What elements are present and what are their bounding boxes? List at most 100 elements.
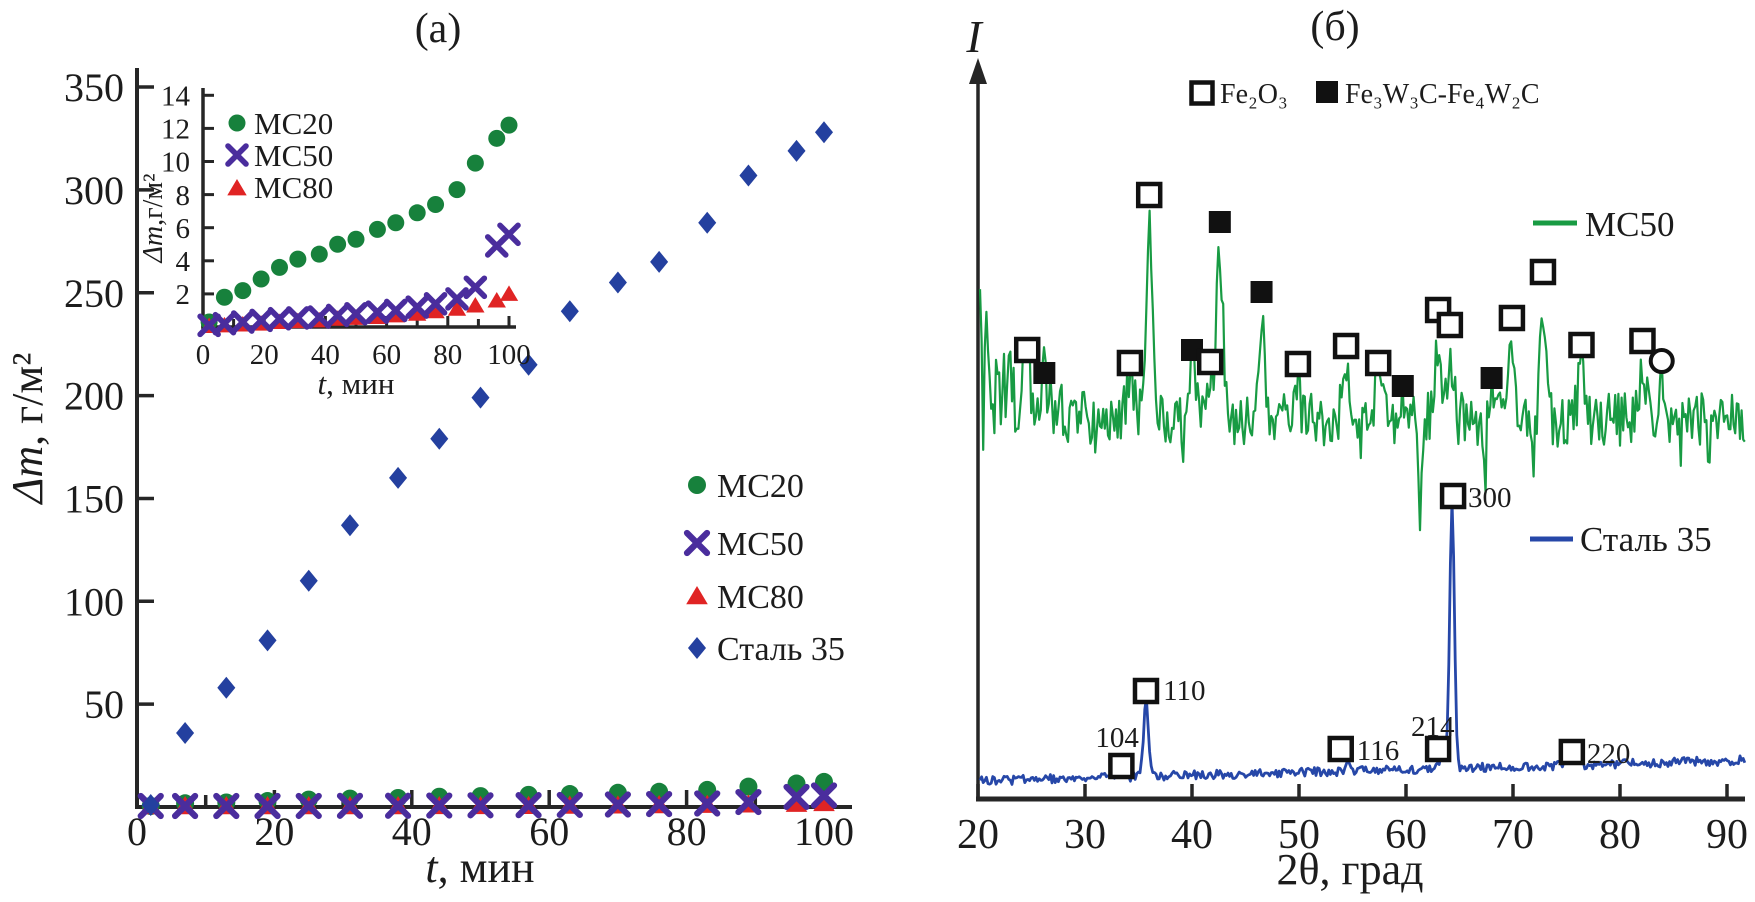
panel-a-data-point-mc20 xyxy=(815,772,833,791)
panel-b-x-tick-label: 40 xyxy=(1171,812,1213,858)
panel-a-data-point-mc80 xyxy=(813,792,835,812)
peak-marker-open-square xyxy=(1364,349,1392,377)
panel-a-y-tick-label: 150 xyxy=(64,476,124,521)
peak-marker-open-square xyxy=(1498,304,1526,332)
panel-b-x-tick-label: 90 xyxy=(1706,812,1748,858)
inset-y-axis-label: Δm,г/м² xyxy=(138,173,169,263)
panel-a-data-point-сталь35 xyxy=(176,721,195,744)
panel-b-y-axis-label: I xyxy=(965,11,984,62)
panel-a-x-tick-label: 80 xyxy=(667,809,707,854)
inset-data-point-mc20 xyxy=(427,196,445,214)
inset-data-point-mc20 xyxy=(347,230,365,248)
inset-data-point-mc20 xyxy=(215,288,233,306)
panel-a-y-tick-label: 300 xyxy=(64,168,124,213)
peak-label-116: 116 xyxy=(1357,735,1399,767)
panel-a-data-point-сталь35 xyxy=(299,569,318,592)
inset-data-point-mc50 xyxy=(445,287,469,311)
inset-data-point-mc80 xyxy=(426,302,445,319)
inset-legend-marker-mc20 xyxy=(228,114,246,132)
inset-data-point-mc20 xyxy=(500,116,518,134)
panel-a-data-point-сталь35 xyxy=(471,386,490,409)
peak-label-110: 110 xyxy=(1163,675,1205,707)
inset-data-point-mc50 xyxy=(463,275,488,300)
panel-a-y-tick-label: 100 xyxy=(64,579,124,624)
panel-a-data-point-сталь35 xyxy=(787,139,806,162)
inset-data-point-mc20 xyxy=(408,204,426,222)
panel-a-data-point-сталь35 xyxy=(141,793,160,816)
inset-x-axis-label: t, мин xyxy=(318,366,395,401)
inset-data-point-mc50 xyxy=(249,308,273,333)
inset-data-point-mc50 xyxy=(212,311,237,336)
peak-label-220: 220 xyxy=(1587,738,1631,770)
peak-marker-open-square xyxy=(1013,336,1041,364)
panel-a-data-point-mc50 xyxy=(171,792,199,820)
inset-y-tick-label: 2 xyxy=(176,279,191,311)
panel-a-x-tick-label: 0 xyxy=(127,809,147,854)
panel-b-x-tick-label: 20 xyxy=(957,812,999,858)
inset-data-point-mc50 xyxy=(230,310,255,334)
panel-a-data-point-mc50 xyxy=(295,792,322,820)
inset-data-point-mc80 xyxy=(487,292,506,308)
peak-marker-filled-square xyxy=(1208,211,1231,233)
inset-data-point-mc50 xyxy=(497,222,521,247)
inset-data-point-mc20 xyxy=(271,258,288,276)
peak-marker-open-square xyxy=(1568,331,1595,359)
panel-a-data-point-сталь35 xyxy=(560,300,579,323)
trace-legend-label-mc50: MC50 xyxy=(1585,205,1674,244)
inset-data-point-mc20 xyxy=(387,214,405,232)
panel-a-y-axis-label-italic: Δm xyxy=(3,446,52,506)
peak-marker-open-square xyxy=(1629,327,1656,355)
panel-a-data-point-сталь35 xyxy=(698,211,717,234)
panel-b-x-tick-label: 60 xyxy=(1385,812,1427,858)
xrd-trace-mc50 xyxy=(978,209,1746,532)
panel-a-y-tick-label: 50 xyxy=(84,682,124,727)
inset-data-point-mc20 xyxy=(252,270,270,288)
inset-x-tick-label: 40 xyxy=(311,339,340,371)
panel-a-data-point-mc20 xyxy=(698,780,717,799)
legend-label-steel35: Сталь 35 xyxy=(717,631,845,668)
panel-b-title: (б) xyxy=(1310,4,1359,50)
peak-marker-open-square-116 xyxy=(1327,735,1354,763)
phase-legend-filled-square-icon xyxy=(1316,81,1338,103)
panel-a-data-point-mc50 xyxy=(467,792,494,819)
phase-legend-label-fe3w3c: Fe₃W₃C-Fe₄W₂C xyxy=(1345,79,1540,110)
inset-data-point-mc80 xyxy=(466,296,485,313)
panel-a-data-point-сталь35 xyxy=(340,514,359,537)
panel-a-data-point-mc50 xyxy=(515,792,542,819)
panel-a-data-point-сталь35 xyxy=(650,250,669,273)
xrd-trace-steel35 xyxy=(978,499,1747,786)
panel-b-x-tick-label: 30 xyxy=(1064,812,1106,858)
inset-data-point-mc80 xyxy=(447,300,467,316)
inset-y-tick-label: 10 xyxy=(161,147,190,179)
inset-data-point-mc20 xyxy=(289,250,307,268)
inset-legend-label-mc80: MC80 xyxy=(254,170,333,205)
peak-marker-filled-square xyxy=(1250,281,1273,303)
inset-y-tick-label: 12 xyxy=(161,114,190,146)
inset-x-tick-label: 80 xyxy=(433,339,462,371)
inset-x-tick-label: 100 xyxy=(487,339,531,371)
panel-a-data-point-mc50 xyxy=(556,791,583,819)
panel-a-data-point-mc50 xyxy=(604,791,631,818)
peak-marker-open-square xyxy=(1284,350,1312,378)
inset-data-point-mc50 xyxy=(307,305,332,329)
panel-a-data-point-mc50 xyxy=(336,792,364,819)
panel-a-data-point-сталь35 xyxy=(814,121,834,144)
inset-data-point-mc20 xyxy=(466,154,484,172)
panel-a-x-tick-label: 100 xyxy=(794,809,854,854)
inset-data-point-mc20 xyxy=(234,282,252,300)
inset-data-point-mc20 xyxy=(448,181,466,199)
panel-a-data-point-mc50 xyxy=(694,790,721,817)
panel-a-y-axis-label-rest: , г/м² xyxy=(3,353,52,446)
inset-y-tick-label: 14 xyxy=(161,80,191,112)
legend-label-mc80: MC80 xyxy=(717,579,804,616)
inset-x-tick-label: 60 xyxy=(372,339,401,371)
inset-legend-label-mc20: MC20 xyxy=(254,106,333,141)
panel-a-y-tick-label: 250 xyxy=(64,271,124,316)
inset-data-point-mc50 xyxy=(383,298,408,323)
panel-b-x-tick-label: 50 xyxy=(1278,812,1320,858)
panel-a-y-tick-label: 350 xyxy=(64,65,124,110)
panel-a-data-point-mc50 xyxy=(254,792,281,820)
inset-data-point-mc20 xyxy=(310,245,328,263)
panel-a-data-point-mc80 xyxy=(785,793,808,812)
